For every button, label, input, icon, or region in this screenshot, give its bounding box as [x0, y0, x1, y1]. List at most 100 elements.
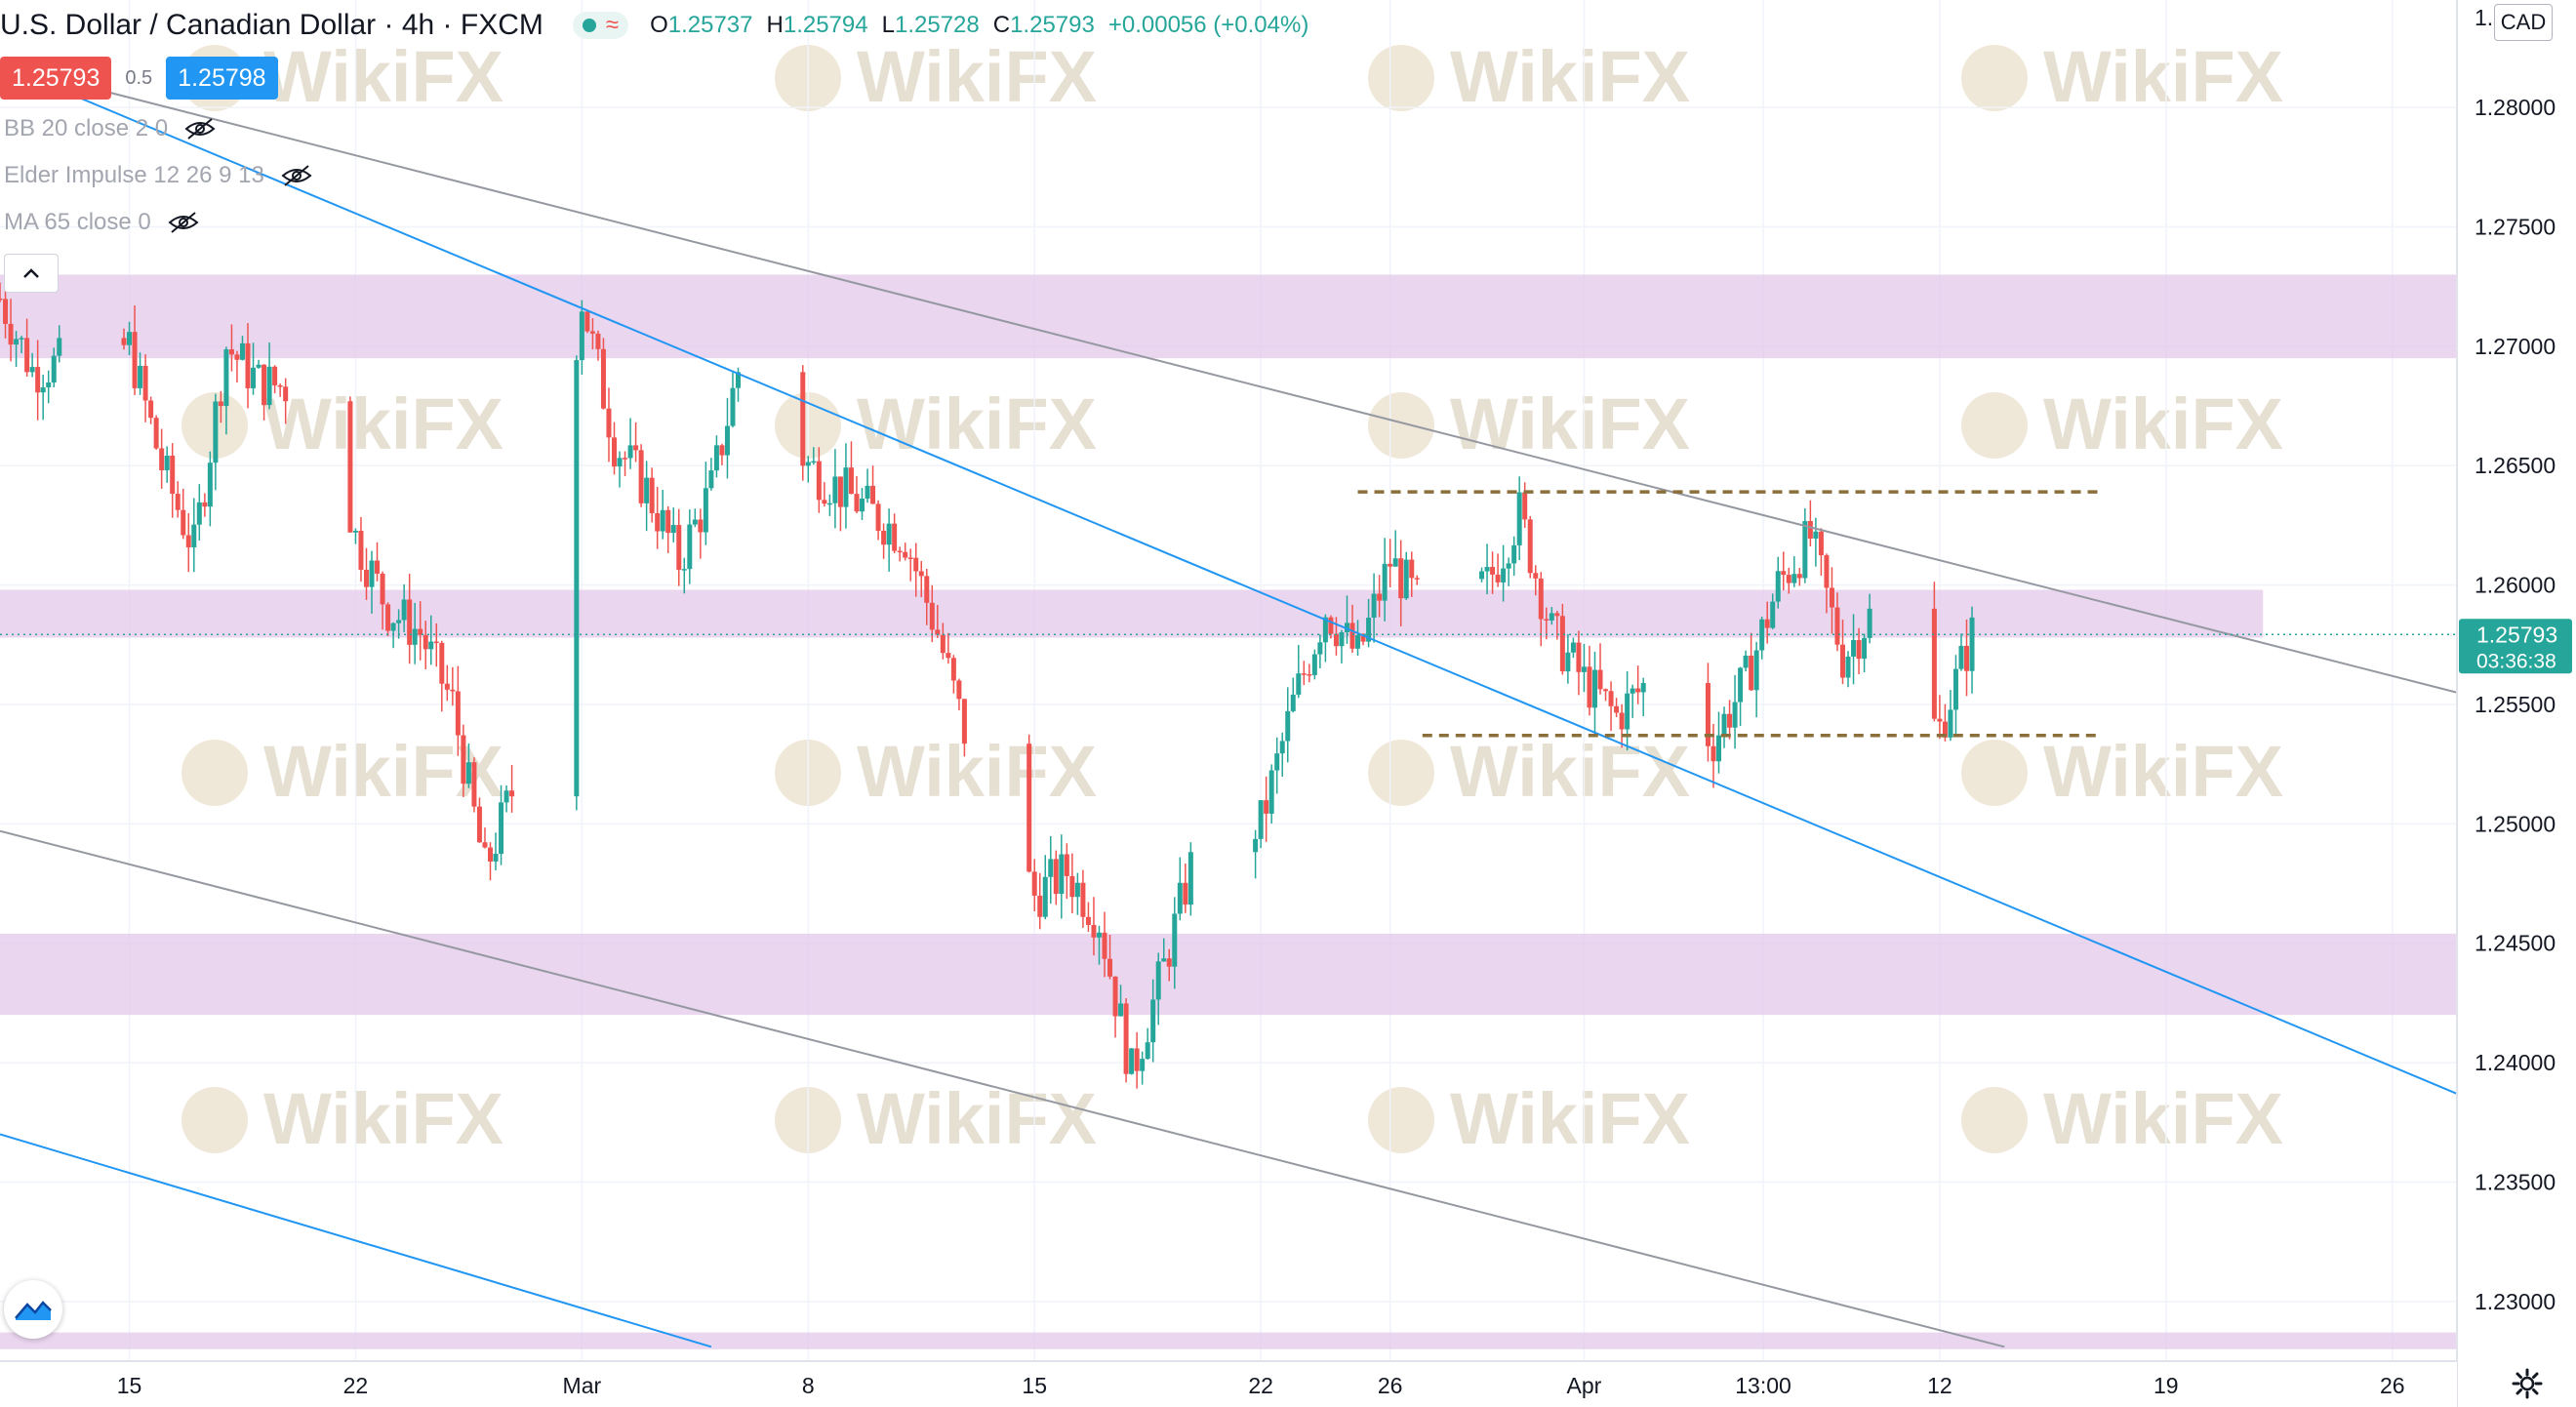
candle-body: [1856, 639, 1862, 660]
candle-body: [1538, 578, 1544, 620]
candle-body: [1813, 531, 1819, 539]
candle-body: [907, 557, 913, 560]
candle-body: [1840, 644, 1845, 678]
candle-body: [1301, 673, 1307, 675]
high-label: H: [766, 12, 784, 38]
market-status[interactable]: ≈: [572, 12, 629, 39]
candle-body: [1635, 688, 1641, 693]
candle-body: [1388, 563, 1393, 567]
y-tick-label: 1.27000: [2475, 334, 2556, 359]
candle-body: [589, 331, 595, 334]
watermark-text: WikiFX: [857, 1078, 1097, 1159]
candle-body: [1958, 645, 1964, 669]
gear-icon: [2512, 1368, 2543, 1399]
y-tick-label: 1.24000: [2475, 1050, 2556, 1075]
eye-hidden-icon[interactable]: [280, 164, 313, 187]
candle-body: [185, 535, 191, 547]
candle-body: [29, 367, 35, 373]
y-tick-label: 1.25500: [2475, 692, 2556, 717]
candle-body: [574, 360, 580, 797]
candle-body: [1037, 895, 1043, 917]
candle-body: [1031, 871, 1037, 896]
candle-body: [170, 456, 176, 495]
candle-body: [1172, 913, 1178, 967]
candle-body: [1506, 563, 1511, 569]
ohlc-values: O1.25737 H1.25794 L1.25728 C1.25793 +0.0…: [650, 12, 1322, 39]
candle-body: [854, 494, 860, 512]
candle-body: [736, 372, 742, 388]
candle-body: [655, 513, 661, 532]
candle-body: [1749, 655, 1754, 691]
candle-body: [1829, 587, 1834, 608]
interval-label[interactable]: 4h: [401, 9, 435, 41]
candle-body: [924, 576, 930, 603]
watermark-text: WikiFX: [2043, 1078, 2283, 1159]
collapse-legend-button[interactable]: [4, 254, 59, 293]
indicator-ma[interactable]: MA 65 close 0: [4, 209, 200, 236]
candle-body: [57, 338, 62, 356]
candle-body: [1490, 567, 1496, 575]
candle-body: [482, 842, 488, 848]
candle-body: [1711, 745, 1716, 762]
candle-body: [175, 494, 181, 510]
candle-body: [1770, 601, 1776, 628]
watermark-text: WikiFX: [1450, 36, 1690, 117]
candle-body: [24, 338, 30, 373]
trendline: [0, 829, 2005, 1348]
candle-body: [1727, 713, 1733, 728]
candle-body: [870, 485, 876, 504]
candle-body: [1796, 574, 1802, 579]
candle-body: [262, 364, 267, 406]
candle-body: [202, 502, 208, 507]
candle-body: [46, 382, 52, 388]
tradingview-logo-button[interactable]: [4, 1280, 62, 1339]
candle-body: [283, 386, 289, 402]
eye-hidden-icon[interactable]: [167, 211, 200, 234]
indicator-bb[interactable]: BB 20 close 2 0: [4, 115, 217, 142]
trade-buttons: 1.25793 0.5 1.25798: [0, 57, 278, 100]
candle-body: [897, 550, 903, 553]
watermark-layer: WikiFX WikiFX WikiFX WikiFX WikiFX WikiFX Wiki…: [181, 36, 2576, 1159]
candle-body: [1834, 607, 1840, 645]
candle-body: [1824, 555, 1830, 588]
candle-body: [623, 458, 628, 460]
candle-body: [935, 629, 941, 635]
candle-body: [1791, 574, 1797, 583]
candle-body: [1392, 558, 1398, 567]
candle-body: [692, 519, 698, 525]
candle-body: [455, 691, 461, 736]
candle-body: [503, 790, 509, 803]
candle-body: [1581, 666, 1587, 672]
tradingview-logo-icon: [15, 1301, 52, 1320]
candle-body: [1268, 770, 1274, 814]
watermark-text: WikiFX: [263, 36, 503, 117]
candle-body: [1145, 1042, 1150, 1060]
candle-body: [19, 338, 24, 340]
candle-body: [0, 298, 3, 301]
candle-body: [1576, 642, 1582, 672]
sell-button[interactable]: 1.25793: [0, 57, 112, 100]
candlesticks: [0, 282, 1975, 1089]
eye-hidden-icon[interactable]: [183, 117, 217, 141]
indicator-elder[interactable]: Elder Impulse 12 26 9 13: [4, 162, 313, 189]
x-tick-label: Mar: [563, 1373, 602, 1398]
candle-body: [159, 448, 165, 470]
candle-body: [649, 477, 655, 514]
candle-body: [1931, 608, 1937, 719]
candle-body: [234, 354, 240, 360]
candle-body: [1818, 531, 1824, 556]
candle-body: [724, 425, 730, 456]
chart-settings-button[interactable]: [2508, 1364, 2547, 1403]
candle-body: [181, 509, 186, 536]
symbol-name[interactable]: U.S. Dollar / Canadian Dollar: [0, 9, 377, 41]
currency-button[interactable]: CAD: [2494, 4, 2553, 41]
buy-button[interactable]: 1.25798: [166, 57, 278, 100]
watermark-text: WikiFX: [2043, 731, 2283, 812]
candle-body: [1570, 642, 1576, 653]
candle-body: [1377, 593, 1383, 601]
candle-body: [676, 525, 682, 570]
candle-body: [509, 790, 515, 797]
candle-body: [1802, 521, 1808, 579]
candle-body: [1166, 958, 1172, 967]
